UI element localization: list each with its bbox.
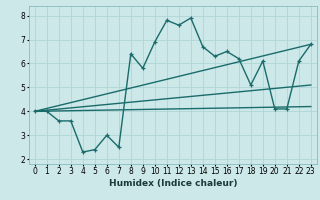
X-axis label: Humidex (Indice chaleur): Humidex (Indice chaleur)	[108, 179, 237, 188]
